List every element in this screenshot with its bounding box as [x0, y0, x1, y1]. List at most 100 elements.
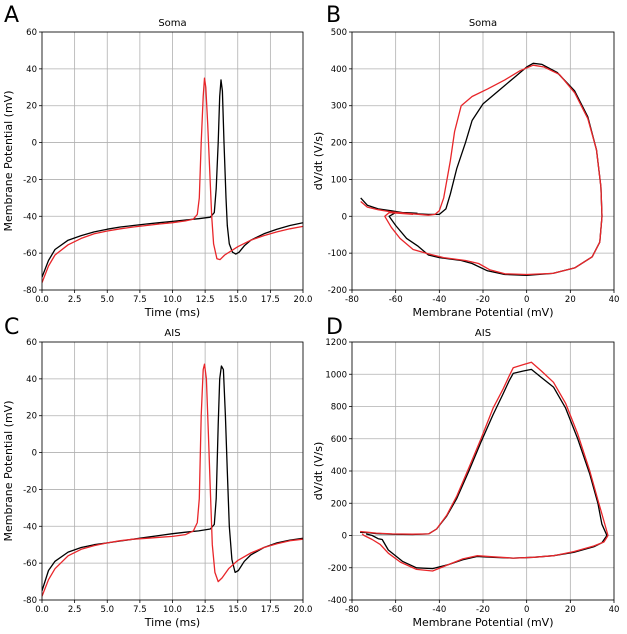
chart-title: AIS	[475, 328, 491, 339]
y-tick-label: 100	[331, 175, 347, 185]
x-tick-label: 20	[565, 605, 576, 615]
y-tick-label: 0	[32, 449, 37, 459]
x-tick-label: -60	[389, 605, 403, 615]
x-axis-label: Membrane Potential (mV)	[413, 306, 554, 319]
y-tick-label: 1000	[325, 370, 347, 380]
x-tick-label: 17.5	[261, 605, 280, 615]
x-tick-label: 10.0	[163, 295, 182, 305]
x-tick-label: 5.0	[100, 605, 114, 615]
y-tick-label: 600	[331, 435, 347, 445]
x-tick-label: 7.5	[133, 605, 147, 615]
x-tick-label: 15.0	[228, 295, 247, 305]
chart-panel-b: B Soma-80 -60 -40 -20 0 20 40-200-1000100200300…	[312, 3, 619, 319]
x-tick-label: 20.0	[294, 605, 313, 615]
y-tick-label: 0	[342, 212, 347, 222]
y-axis-label: Membrane Potential (mV)	[2, 91, 15, 232]
y-tick-label: 20	[26, 412, 37, 422]
x-tick-label: 5.0	[100, 295, 114, 305]
x-tick-label: 10.0	[163, 605, 182, 615]
y-tick-label: 1200	[325, 338, 347, 348]
series-line-red	[360, 64, 603, 276]
series-line-black	[42, 79, 303, 278]
x-tick-label: 20.0	[294, 295, 313, 305]
y-axis-label: Membrane Potential (mV)	[2, 401, 15, 542]
x-tick-label: 2.5	[68, 295, 82, 305]
y-axis-label: dV/dt (V/s)	[312, 132, 325, 191]
x-tick-label: 0.0	[35, 295, 49, 305]
x-tick-label: 17.5	[261, 295, 280, 305]
y-tick-label: -60	[23, 249, 37, 259]
x-tick-label: -40	[432, 605, 446, 615]
panel-letter: D	[326, 315, 343, 340]
x-tick-label: 12.5	[196, 295, 215, 305]
panel-letter: B	[326, 3, 341, 28]
plot-frame	[41, 341, 304, 601]
x-tick-label: 40	[609, 605, 620, 615]
y-tick-label: 40	[26, 65, 37, 75]
chart-panel-a: A Soma 0.0 2.5 5.0 7.5 10.0 12.5 15.0 17.5 20.0 -80…	[2, 3, 312, 319]
grid	[41, 31, 304, 291]
y-tick-label: -20	[23, 485, 37, 495]
series-line-black	[360, 368, 608, 570]
y-tick-label: 400	[331, 467, 347, 477]
grid	[41, 341, 304, 601]
y-tick-label: 800	[331, 403, 347, 413]
y-tick-label: 20	[26, 102, 37, 112]
y-axis-label: dV/dt (V/s)	[312, 442, 325, 501]
series-line-red	[42, 363, 303, 597]
x-tick-label: -20	[476, 605, 490, 615]
chart-title: AIS	[164, 328, 180, 339]
y-tick-label: 400	[331, 65, 347, 75]
y-tick-label: 200	[331, 139, 347, 149]
x-tick-label: -80	[345, 605, 359, 615]
x-tick-label: 0	[524, 295, 529, 305]
y-tick-label: -200	[328, 286, 347, 296]
x-tick-label: 20	[565, 295, 576, 305]
grid	[351, 341, 615, 601]
chart-title: Soma	[469, 18, 497, 29]
chart-panel-d: D AIS-80 -60 -40 -20 0 20 40-400-20002004006008…	[312, 315, 619, 629]
y-tick-label: -400	[328, 596, 347, 606]
x-tick-label: 2.5	[68, 605, 82, 615]
x-tick-label: -20	[476, 295, 490, 305]
plot-frame	[41, 31, 304, 291]
x-tick-label: 7.5	[133, 295, 147, 305]
plot-frame	[351, 341, 615, 601]
grid	[351, 31, 615, 291]
series-line-red	[360, 361, 609, 572]
y-tick-label: -80	[23, 596, 37, 606]
y-tick-label: -60	[23, 559, 37, 569]
y-tick-label: -100	[328, 249, 347, 259]
y-tick-label: 200	[331, 499, 347, 509]
chart-title: Soma	[158, 18, 186, 29]
x-tick-label: -60	[389, 295, 403, 305]
y-tick-label: -40	[23, 212, 37, 222]
x-tick-label: 12.5	[196, 605, 215, 615]
x-axis-label: Time (ms)	[144, 306, 200, 319]
chart-panel-c: C AIS 0.0 2.5 5.0 7.5 10.0 12.5 15.0 17.5 20.0 -80 -…	[2, 315, 312, 629]
y-tick-label: 0	[32, 139, 37, 149]
y-tick-label: 500	[331, 28, 347, 38]
y-tick-label: -80	[23, 286, 37, 296]
x-tick-label: 0	[524, 605, 529, 615]
x-axis-label: Membrane Potential (mV)	[413, 616, 554, 629]
plot-frame	[351, 31, 615, 291]
y-tick-label: 60	[26, 28, 37, 38]
x-tick-label: 40	[609, 295, 620, 305]
y-tick-label: -40	[23, 522, 37, 532]
panel-letter: C	[4, 315, 19, 340]
y-tick-label: 60	[26, 338, 37, 348]
x-tick-label: -40	[432, 295, 446, 305]
series-line-black	[360, 62, 603, 276]
y-tick-label: -200	[328, 564, 347, 574]
x-tick-label: 0.0	[35, 605, 49, 615]
panel-letter: A	[4, 3, 19, 28]
series-line-red	[42, 77, 303, 283]
x-axis-label: Time (ms)	[144, 616, 200, 629]
y-tick-label: -20	[23, 175, 37, 185]
x-tick-label: -80	[345, 295, 359, 305]
x-tick-label: 15.0	[228, 605, 247, 615]
y-tick-label: 300	[331, 102, 347, 112]
y-tick-label: 0	[342, 532, 347, 542]
